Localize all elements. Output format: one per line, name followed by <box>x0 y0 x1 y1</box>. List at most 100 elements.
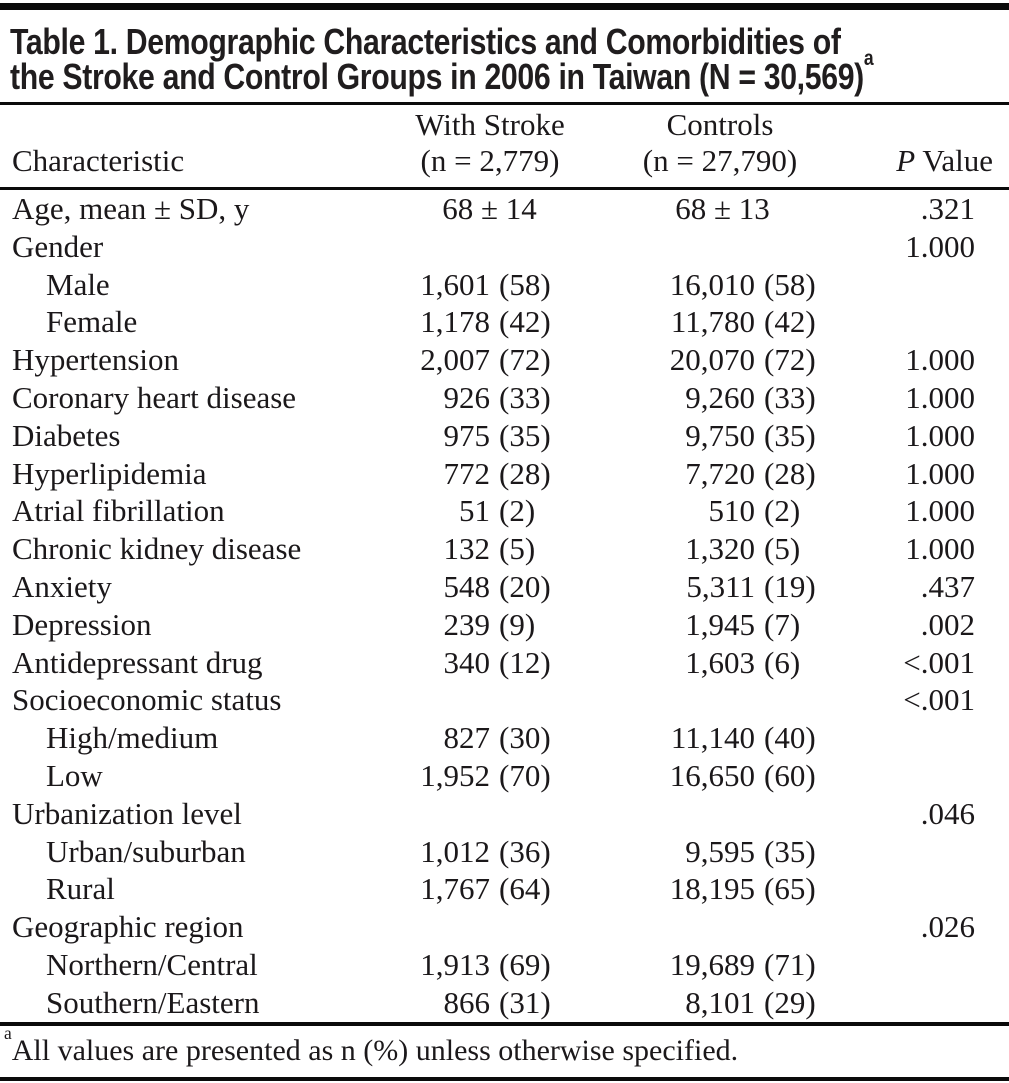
characteristic-cell: Antidepressant drug <box>12 644 263 680</box>
p-value-cell <box>830 719 1009 757</box>
p-value-cell: <.001 <box>903 682 975 718</box>
characteristic-cell: Southern/Eastern <box>46 984 260 1020</box>
with-stroke-cell: 1,601 (58) <box>420 266 551 302</box>
table-title-line2: the Stroke and Control Groups in 2006 in… <box>10 56 864 97</box>
p-value-cell <box>830 266 1009 304</box>
characteristic-cell: Depression <box>12 606 152 642</box>
with-stroke-cell: 772 (28) <box>443 455 551 491</box>
characteristic-cell: Northern/Central <box>46 946 258 982</box>
characteristic-cell: Urban/suburban <box>46 833 246 869</box>
controls-cell: 18,195 (65) <box>669 871 816 907</box>
table-row: Atrial fibrillation 51 (2) 510 (2) 1.000 <box>0 492 1009 530</box>
characteristic-cell: Anxiety <box>12 568 112 604</box>
characteristic-cell: Gender <box>12 228 104 264</box>
p-value-cell: .046 <box>920 795 975 831</box>
bottom-rule <box>0 1076 1009 1081</box>
table-row: Geographic region .026 <box>0 908 1009 946</box>
controls-cell: 9,260 (33) <box>685 379 816 415</box>
with-stroke-cell: 1,178 (42) <box>420 304 551 340</box>
with-stroke-cell: 340 (12) <box>443 644 551 680</box>
p-value-header-italic-p: P <box>896 143 916 178</box>
with-stroke-cell: 548 (20) <box>443 568 551 604</box>
p-value-cell: 1.000 <box>905 455 975 491</box>
p-value-cell: .026 <box>920 909 975 945</box>
column-header-characteristic: Characteristic <box>0 105 380 190</box>
table-row: Diabetes 975 (35) 9,750 (35) 1.000 <box>0 417 1009 455</box>
p-value-cell <box>830 757 1009 795</box>
characteristic-cell: Diabetes <box>12 417 121 453</box>
controls-cell: 510 (2) <box>708 493 801 529</box>
controls-cell: 7,720 (28) <box>685 455 816 491</box>
p-value-cell: 1.000 <box>905 417 975 453</box>
p-value-cell <box>830 870 1009 908</box>
controls-cell: 16,650 (60) <box>669 757 816 793</box>
p-value-cell: 1.000 <box>905 342 975 378</box>
controls-header-line1: Controls <box>666 107 774 142</box>
p-value-header-rest: Value <box>915 143 993 178</box>
table-title-text: Table 1. Demographic Characteristics and… <box>10 24 874 97</box>
controls-cell: 16,010 (58) <box>669 266 816 302</box>
with-stroke-cell <box>380 228 585 266</box>
with-stroke-cell: 1,913 (69) <box>420 946 551 982</box>
p-value-cell: <.001 <box>903 644 975 680</box>
p-value-cell: .002 <box>920 606 975 642</box>
with-stroke-cell: 132 (5) <box>443 531 536 567</box>
footnote-text: All values are presented as n (%) unless… <box>11 1033 739 1067</box>
table-row: Age, mean ± SD, y 68 ± 14 68 ± 13 .321 <box>0 189 1009 228</box>
controls-cell <box>585 228 830 266</box>
characteristic-cell: Male <box>46 266 110 302</box>
table-row: Socioeconomic status <.001 <box>0 681 1009 719</box>
p-value-cell: 1.000 <box>905 531 975 567</box>
p-value-cell <box>830 833 1009 871</box>
controls-cell <box>585 795 830 833</box>
controls-cell: 5,311 (19) <box>686 568 816 604</box>
with-stroke-cell: 827 (30) <box>443 720 551 756</box>
with-stroke-cell <box>380 795 585 833</box>
table-row: Male 1,601 (58) 16,010 (58) <box>0 266 1009 304</box>
with-stroke-cell <box>380 681 585 719</box>
characteristic-cell: Socioeconomic status <box>12 682 282 718</box>
column-header-p-value: P Value <box>830 105 1009 190</box>
controls-cell: 8,101 (29) <box>685 984 816 1020</box>
table-title-footnote-marker: a <box>863 46 874 70</box>
p-value-cell <box>830 984 1009 1022</box>
with-stroke-cell: 239 (9) <box>443 606 536 642</box>
table-row: High/medium 827 (30) 11,140 (40) <box>0 719 1009 757</box>
characteristic-cell: Age, mean ± SD, y <box>12 191 250 226</box>
controls-cell: 11,780 (42) <box>670 304 816 340</box>
table-row: Urbanization level .046 <box>0 795 1009 833</box>
top-rule <box>0 3 1009 10</box>
table-row: Low 1,952 (70) 16,650 (60) <box>0 757 1009 795</box>
table-row: Northern/Central 1,913 (69) 19,689 (71) <box>0 946 1009 984</box>
characteristic-cell: Atrial fibrillation <box>12 493 225 529</box>
table-row: Urban/suburban 1,012 (36) 9,595 (35) <box>0 833 1009 871</box>
characteristic-cell: Female <box>46 304 138 340</box>
controls-cell: 19,689 (71) <box>669 946 816 982</box>
p-value-cell: .321 <box>920 191 975 226</box>
controls-cell: 1,603 (6) <box>685 644 801 680</box>
p-value-cell: 1.000 <box>905 379 975 415</box>
characteristic-cell: Hyperlipidemia <box>12 455 207 491</box>
characteristic-cell: Rural <box>46 871 115 907</box>
table-row: Coronary heart disease 926 (33) 9,260 (33) 1.… <box>0 379 1009 417</box>
p-value-cell: .437 <box>920 568 975 604</box>
title-divider-rule <box>0 102 1009 105</box>
with-stroke-cell: 51 (2) <box>459 493 536 529</box>
controls-cell: 68 ± 13 <box>675 191 770 226</box>
controls-header-line2: (n = 27,790) <box>642 143 798 178</box>
controls-cell <box>585 681 830 719</box>
header-row: Characteristic With Stroke (n = 2,779) C… <box>0 105 1009 190</box>
characteristic-cell: Low <box>46 757 103 793</box>
with-stroke-cell: 2,007 (72) <box>420 342 551 378</box>
table-row: Hyperlipidemia 772 (28) 7,720 (28) 1.000 <box>0 455 1009 493</box>
table-row: Hypertension 2,007 (72) 20,070 (72) 1.000 <box>0 341 1009 379</box>
with-stroke-cell <box>380 908 585 946</box>
controls-cell: 1,945 (7) <box>685 606 801 642</box>
table-row: Anxiety 548 (20) 5,311 (19) .437 <box>0 568 1009 606</box>
controls-cell: 9,595 (35) <box>685 833 816 869</box>
characteristic-cell: Chronic kidney disease <box>12 531 302 567</box>
footnote-marker: a <box>4 1022 12 1043</box>
table-row: Rural 1,767 (64) 18,195 (65) <box>0 870 1009 908</box>
with-stroke-header-line2: (n = 2,779) <box>420 143 560 178</box>
table-row: Chronic kidney disease 132 (5) 1,320 (5) 1.00… <box>0 530 1009 568</box>
